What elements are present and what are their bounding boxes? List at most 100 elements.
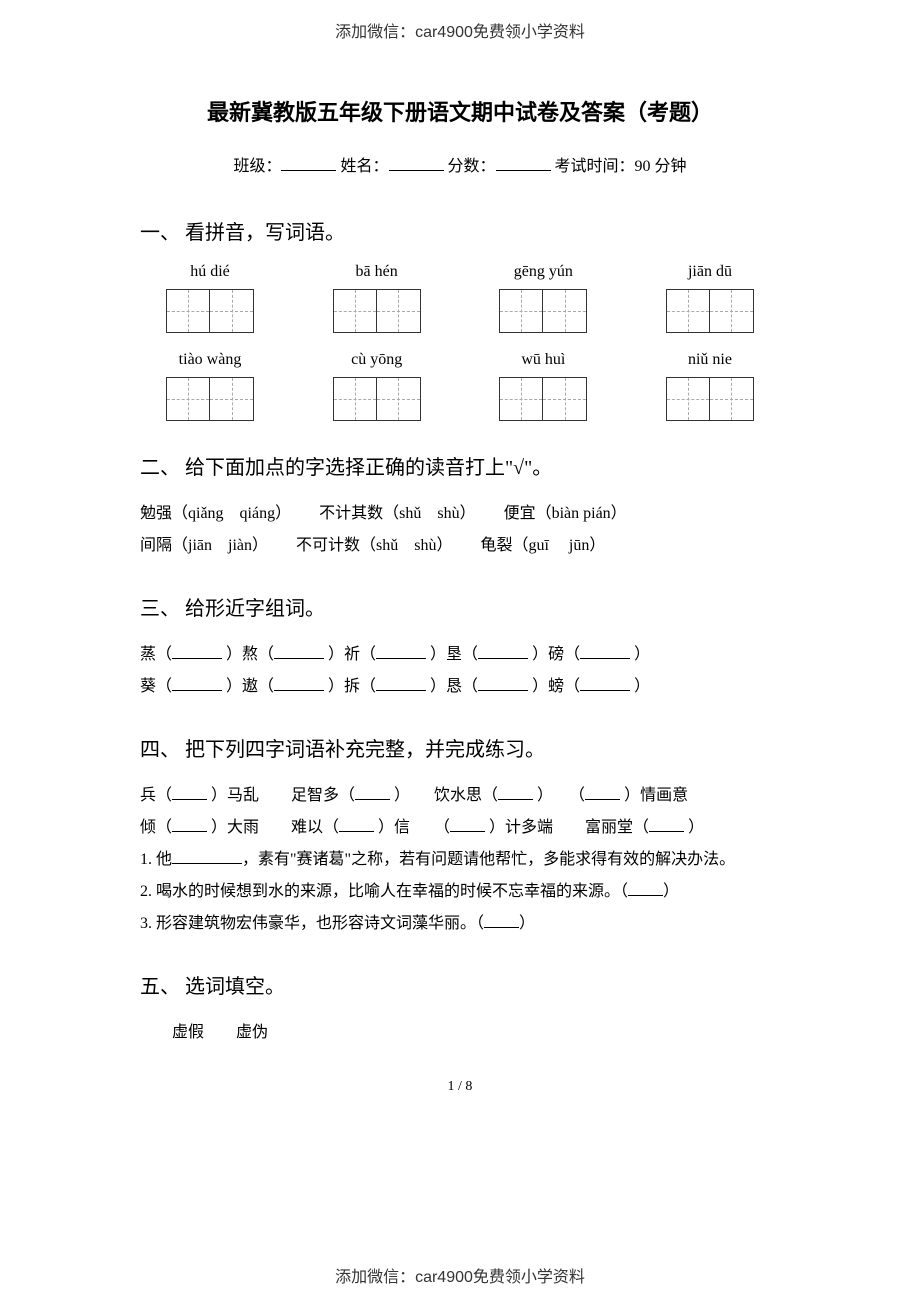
blank[interactable] bbox=[478, 677, 528, 691]
section1-heading: 一、 看拼音，写词语。 bbox=[140, 216, 780, 245]
blank[interactable] bbox=[478, 645, 528, 659]
blank[interactable] bbox=[628, 882, 663, 896]
page-title: 最新冀教版五年级下册语文期中试卷及答案（考题） bbox=[140, 95, 780, 127]
char-box-pair[interactable] bbox=[499, 289, 587, 333]
text: ）熬（ bbox=[226, 646, 274, 663]
pinyin-item: bā hén bbox=[307, 263, 447, 333]
char-box-pair[interactable] bbox=[666, 377, 754, 421]
char-box-pair[interactable] bbox=[333, 289, 421, 333]
blank[interactable] bbox=[649, 818, 684, 832]
page-number: 1 / 8 bbox=[140, 1079, 780, 1095]
section5-words: 虚假 虚伪 bbox=[140, 1017, 780, 1049]
char-box-pair[interactable] bbox=[333, 377, 421, 421]
section4-q3: 3. 形容建筑物宏伟豪华，也形容诗文词藻华丽。（ ） bbox=[140, 908, 780, 940]
pinyin-row-1: hú dié bā hén gēng yún jiān dū bbox=[140, 263, 780, 333]
char-box-pair[interactable] bbox=[166, 289, 254, 333]
section3-row1: 蒸（ ）熬（ ）祈（ ）垦（ ）磅（ ） bbox=[140, 639, 780, 671]
text: ）情画意 bbox=[624, 787, 688, 804]
pinyin-text: hú dié bbox=[190, 263, 230, 281]
pinyin-text: niǔ nie bbox=[688, 351, 732, 369]
char-box-pair[interactable] bbox=[166, 377, 254, 421]
pinyin-item: cù yōng bbox=[307, 351, 447, 421]
text: 兵（ bbox=[140, 787, 172, 804]
text: ） bbox=[519, 915, 535, 932]
pinyin-item: hú dié bbox=[140, 263, 280, 333]
pinyin-item: gēng yún bbox=[473, 263, 613, 333]
text: ）遨（ bbox=[226, 678, 274, 695]
pinyin-row-2: tiào wàng cù yōng wū huì niǔ nie bbox=[140, 351, 780, 421]
pinyin-item: tiào wàng bbox=[140, 351, 280, 421]
q2-item: 不可计数（shǔ shù） bbox=[296, 530, 452, 562]
pinyin-text: jiān dū bbox=[688, 263, 732, 281]
text: ，素有"赛诸葛"之称，若有问题请他帮忙，多能求得有效的解决办法。 bbox=[242, 851, 735, 868]
blank[interactable] bbox=[172, 786, 207, 800]
text: 葵（ bbox=[140, 678, 172, 695]
text: 2. 喝水的时候想到水的来源，比喻人在幸福的时候不忘幸福的来源。（ bbox=[140, 883, 628, 900]
blank[interactable] bbox=[355, 786, 390, 800]
name-blank[interactable] bbox=[389, 155, 444, 171]
blank[interactable] bbox=[498, 786, 533, 800]
section2-heading: 二、 给下面加点的字选择正确的读音打上"√"。 bbox=[140, 451, 780, 480]
meta-line: 班级： 姓名： 分数： 考试时间：90 分钟 bbox=[140, 152, 780, 176]
blank[interactable] bbox=[172, 818, 207, 832]
pinyin-item: niǔ nie bbox=[640, 351, 780, 421]
blank[interactable] bbox=[172, 850, 242, 864]
time-label: 考试时间：90 分钟 bbox=[555, 158, 687, 175]
q2-item: 便宜（biàn pián） bbox=[504, 498, 627, 530]
top-watermark: 添加微信：car4900免费领小学资料 bbox=[0, 18, 920, 42]
section3-row2: 葵（ ）遨（ ）拆（ ）恳（ ）螃（ ） bbox=[140, 671, 780, 703]
pinyin-text: cù yōng bbox=[351, 351, 402, 369]
blank[interactable] bbox=[585, 786, 620, 800]
q2-item: 不计其数（shǔ shù） bbox=[319, 498, 475, 530]
blank[interactable] bbox=[274, 645, 324, 659]
text: ）马乱 足智多（ bbox=[211, 787, 355, 804]
blank[interactable] bbox=[376, 645, 426, 659]
text: ）恳（ bbox=[430, 678, 478, 695]
blank[interactable] bbox=[450, 818, 485, 832]
blank[interactable] bbox=[172, 645, 222, 659]
q2-item: 间隔（jiān jiàn） bbox=[140, 530, 268, 562]
text: ）信 （ bbox=[378, 819, 450, 836]
blank[interactable] bbox=[376, 677, 426, 691]
section4-q2: 2. 喝水的时候想到水的来源，比喻人在幸福的时候不忘幸福的来源。（ ） bbox=[140, 876, 780, 908]
q2-item: 勉强（qiǎng qiáng） bbox=[140, 498, 291, 530]
bottom-watermark: 添加微信：car4900免费领小学资料 bbox=[0, 1263, 920, 1287]
class-blank[interactable] bbox=[281, 155, 336, 171]
blank[interactable] bbox=[580, 677, 630, 691]
text: ）垦（ bbox=[430, 646, 478, 663]
text: ） bbox=[663, 883, 679, 900]
section4-q1: 1. 他 ，素有"赛诸葛"之称，若有问题请他帮忙，多能求得有效的解决办法。 bbox=[140, 844, 780, 876]
pinyin-text: wū huì bbox=[521, 351, 565, 369]
blank[interactable] bbox=[339, 818, 374, 832]
text: ） 饮水思（ bbox=[394, 787, 498, 804]
char-box-pair[interactable] bbox=[499, 377, 587, 421]
section4-line1: 兵（ ）马乱 足智多（ ） 饮水思（ ） （ ）情画意 bbox=[140, 780, 780, 812]
text: ）计多端 富丽堂（ bbox=[489, 819, 649, 836]
text: ） bbox=[634, 678, 650, 695]
score-label: 分数： bbox=[448, 158, 496, 175]
pinyin-item: wū huì bbox=[473, 351, 613, 421]
text: ）螃（ bbox=[532, 678, 580, 695]
pinyin-text: gēng yún bbox=[514, 263, 573, 281]
text: ）磅（ bbox=[532, 646, 580, 663]
score-blank[interactable] bbox=[496, 155, 551, 171]
text: ）大雨 难以（ bbox=[211, 819, 339, 836]
char-box-pair[interactable] bbox=[666, 289, 754, 333]
text: 1. 他 bbox=[140, 851, 172, 868]
blank[interactable] bbox=[172, 677, 222, 691]
text: ） bbox=[688, 819, 704, 836]
text: 3. 形容建筑物宏伟豪华，也形容诗文词藻华丽。（ bbox=[140, 915, 484, 932]
text: ） （ bbox=[537, 787, 585, 804]
pinyin-item: jiān dū bbox=[640, 263, 780, 333]
q2-item: 龟裂（guī jūn） bbox=[480, 530, 605, 562]
text: 蒸（ bbox=[140, 646, 172, 663]
section4-line2: 倾（ ）大雨 难以（ ）信 （ ）计多端 富丽堂（ ） bbox=[140, 812, 780, 844]
section3-heading: 三、 给形近字组词。 bbox=[140, 592, 780, 621]
text: 倾（ bbox=[140, 819, 172, 836]
section2-row: 间隔（jiān jiàn） 不可计数（shǔ shù） 龟裂（guī jūn） bbox=[140, 530, 780, 562]
section5-heading: 五、 选词填空。 bbox=[140, 970, 780, 999]
blank[interactable] bbox=[484, 914, 519, 928]
blank[interactable] bbox=[580, 645, 630, 659]
blank[interactable] bbox=[274, 677, 324, 691]
page-content: 最新冀教版五年级下册语文期中试卷及答案（考题） 班级： 姓名： 分数： 考试时间… bbox=[0, 0, 920, 1155]
